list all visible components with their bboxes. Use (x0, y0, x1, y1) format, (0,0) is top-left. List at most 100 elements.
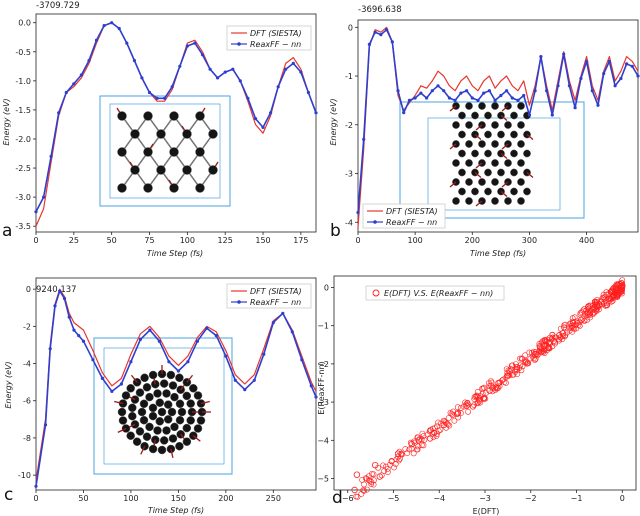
panel-a-reaxff-point (42, 195, 46, 199)
atom-sphere (193, 424, 203, 433)
panel-d-cloud-point (569, 315, 576, 322)
panel-d-cloud-point (359, 476, 365, 483)
panel-d-scatter-point (426, 435, 434, 442)
atom-sphere (517, 102, 525, 110)
panel-a-reaxff-point (72, 82, 76, 86)
panel-d-cloud-point (563, 329, 570, 336)
panel-b-ytick-label: -3 (345, 170, 353, 179)
atom-sphere (166, 370, 176, 380)
force-arrow (501, 105, 509, 112)
panel-b-legend-dft-label: DFT (SIESTA) (386, 207, 438, 216)
panel-d-scatter-point (353, 471, 361, 478)
panel-a-reaxff-point (178, 64, 182, 68)
panel-a-reaxff-point (163, 96, 167, 100)
panel-d-cloud-point (561, 324, 568, 331)
panel-a-reaxff-point (147, 90, 152, 95)
panel-c-legend-box (226, 283, 312, 309)
panel-a-reaxff-point (140, 76, 144, 80)
panel-c-reaxff-point (77, 334, 81, 338)
panel-d-scatter-point (605, 295, 612, 303)
panel-d-cloud-point (391, 464, 397, 471)
panel-a-series-reaxff-line (35, 21, 317, 213)
panel-d-xtick-label: −5 (388, 494, 400, 503)
panel-c-reaxff-point (290, 330, 294, 334)
panel-d-cloud-point (404, 450, 411, 456)
panel-c-reaxff-point (167, 360, 171, 364)
atom-sphere (145, 422, 154, 432)
atom-sphere (182, 165, 192, 175)
panel-c-reaxff-point (48, 347, 52, 351)
panel-d-cloud-point (395, 457, 402, 464)
panel-c-legend-dft-label: DFT (SIESTA) (250, 287, 302, 296)
atom-sphere (130, 395, 140, 404)
panel-d-cloud-point (474, 394, 481, 400)
panel-b-reaxff-point (407, 98, 411, 102)
atom-sphere (452, 159, 460, 167)
panel-d-cloud-point (577, 310, 584, 316)
panel-d-cloud-point (447, 409, 454, 416)
panel-a-reaxff-point (49, 154, 53, 158)
force-arrow (500, 115, 508, 121)
atom-sphere (484, 130, 492, 139)
atom-sphere (497, 130, 505, 139)
atom-sphere (145, 392, 154, 402)
panel-b-reaxff-point (602, 72, 606, 76)
panel-d-cloud-point (440, 417, 447, 424)
panel-a-legend-dft-label: DFT (SIESTA) (250, 29, 302, 38)
atom-sphere (157, 445, 167, 455)
panel-c-reaxff-point (195, 339, 199, 343)
panel-d-cloud-point (561, 322, 568, 328)
panel-a-reaxff-point (79, 73, 83, 77)
panel-a-reaxff-point (155, 96, 159, 100)
panel-c-reaxff-point (262, 352, 266, 356)
atom-sphere (484, 187, 492, 196)
panel-d-cloud-point (600, 291, 607, 298)
atom-sphere (182, 423, 192, 433)
atom-sphere (491, 121, 499, 129)
panel-a-reaxff-point (216, 76, 220, 80)
panel-b-reaxff-point (487, 89, 491, 93)
panel-d-cloud-point (430, 433, 437, 440)
panel-a-reaxff-point (34, 210, 38, 214)
panel-d-ytick-label: −4 (317, 436, 329, 445)
panel-b-xtick-label: 300 (522, 236, 537, 245)
atom-sphere (452, 197, 460, 205)
panel-d-cloud-point (541, 337, 548, 344)
panel-d-cloud-point (569, 328, 576, 335)
atom-sphere (517, 178, 525, 186)
panel-a-legend-reaxff-marker (237, 42, 241, 46)
panel-d-scatter-cloud (353, 277, 626, 500)
atom-sphere (126, 384, 135, 393)
atom-sphere (504, 197, 512, 205)
panel-d-cloud-point (474, 400, 481, 407)
panel-b-reaxff-point (567, 84, 572, 88)
panel-d-cloud-point (552, 334, 559, 341)
atom-sphere (484, 168, 492, 177)
panel-b-reaxff-point (545, 89, 549, 93)
panel-c-reaxff-point (157, 339, 161, 343)
force-arrow (500, 153, 508, 159)
panel-b-reaxff-point (482, 91, 486, 95)
panel-a-ytick-label: 0.0 (18, 19, 31, 28)
panel-c-reaxff-point (53, 304, 57, 308)
atom-sphere (195, 111, 205, 121)
panel-d-scatter-point (577, 316, 585, 324)
panel-a-xtick-label: 75 (144, 236, 154, 245)
panel-d-cloud-point (567, 321, 574, 327)
panel-c-reaxff-point (110, 389, 114, 393)
panel-c-reaxff-point (91, 358, 95, 362)
atom-sphere (195, 183, 205, 193)
panel-d-cloud-point (455, 414, 461, 421)
atom-sphere (175, 441, 184, 451)
atom-sphere (135, 388, 145, 397)
panel-d-cloud-point (536, 344, 543, 351)
panel-d-cloud-point (552, 339, 558, 345)
panel-d-scatter-point (559, 330, 566, 337)
panel-d-cloud-point (457, 405, 464, 411)
panel-d-scatter-point (408, 440, 415, 448)
panel-a-reaxff-point (269, 111, 273, 115)
panel-d-cloud-point (384, 469, 391, 475)
panel-b-series-reaxff-line (357, 28, 639, 213)
panel-b-ylabel: Energy (eV) (329, 98, 338, 145)
